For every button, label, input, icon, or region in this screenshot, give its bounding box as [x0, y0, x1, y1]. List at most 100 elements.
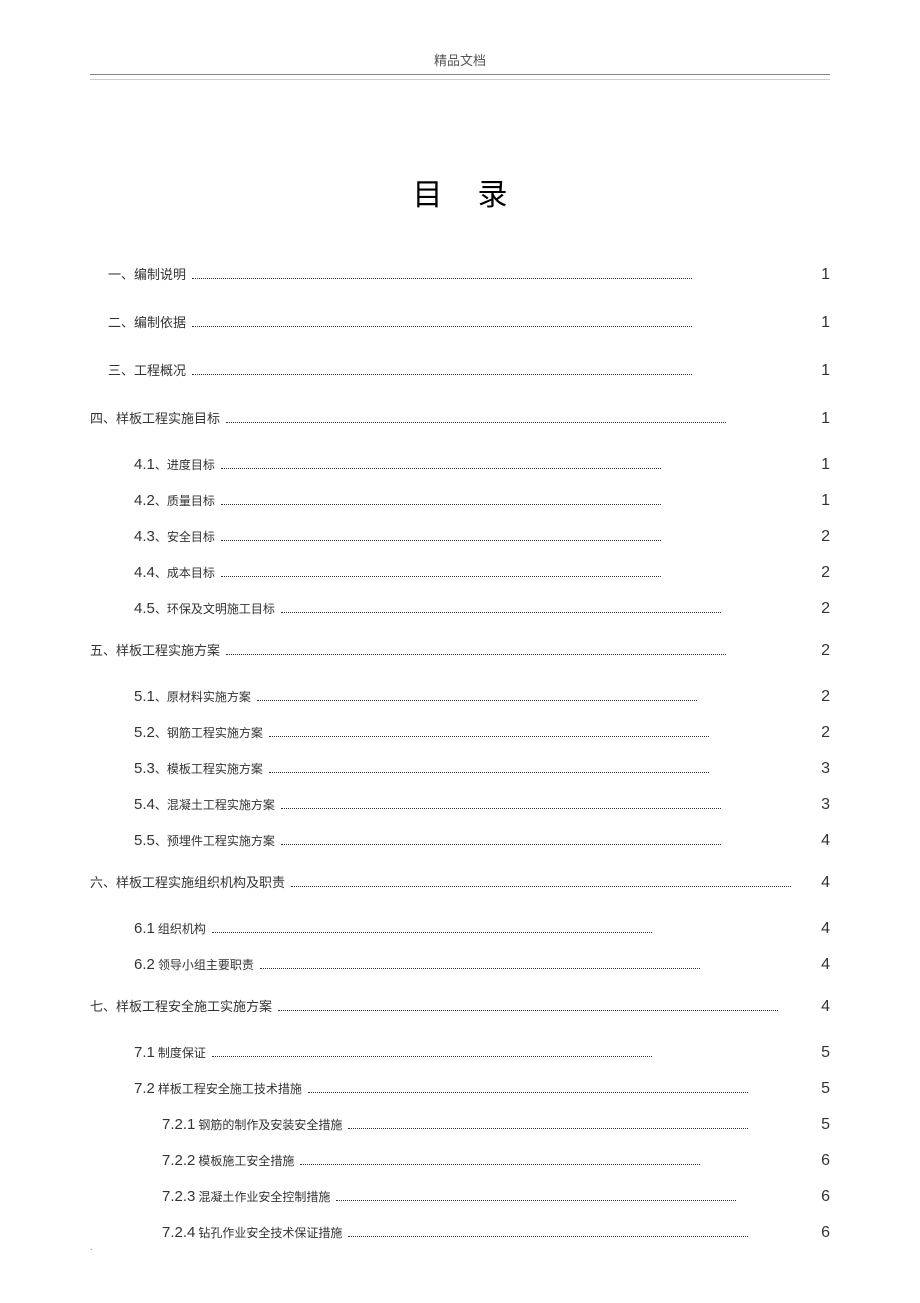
toc-page-number: 4	[810, 998, 830, 1016]
section-number: 7.2.1	[162, 1116, 195, 1133]
toc-leader-dots	[221, 468, 661, 469]
toc-entry: 5.1、原材料实施方案 2	[90, 688, 830, 706]
section-number: 7.2	[134, 1080, 155, 1097]
toc-title: 目录	[90, 170, 830, 214]
section-number: 6.1	[134, 920, 155, 937]
toc-label: 二、编制依据	[108, 312, 186, 332]
toc-page-number: 2	[810, 688, 830, 706]
section-text: 模板施工安全措施	[195, 1154, 294, 1168]
toc-entry: 7.2.1 钢筋的制作及安装安全措施5	[90, 1116, 830, 1134]
toc-label: 5.4、混凝土工程实施方案	[134, 796, 275, 814]
toc-label: 5.1、原材料实施方案	[134, 688, 251, 706]
section-text: 、模板工程实施方案	[155, 762, 263, 776]
section-text: 、成本目标	[155, 566, 215, 580]
section-number: 5.1	[134, 688, 155, 705]
toc-entry: 7.2.4 钻孔作业安全技术保证措施 6	[90, 1224, 830, 1242]
section-number: 7.2.4	[162, 1224, 195, 1241]
toc-page-number: 2	[810, 642, 830, 660]
toc-entry: 5.4、混凝土工程实施方案3	[90, 796, 830, 814]
toc-leader-dots	[269, 736, 709, 737]
toc-page-number: 6	[810, 1224, 830, 1242]
footer-mark: .	[90, 1242, 93, 1253]
toc-entry: 二、编制依据 1	[90, 312, 830, 332]
section-number: 4.2	[134, 492, 155, 509]
toc-entry: 6.2 领导小组主要职责4	[90, 956, 830, 974]
toc-entry: 5.2、钢筋工程实施方案2	[90, 724, 830, 742]
toc-label: 5.5、预埋件工程实施方案	[134, 832, 275, 850]
section-number: 4.3	[134, 528, 155, 545]
toc-leader-dots	[269, 772, 709, 773]
toc-page-number: 1	[810, 266, 830, 284]
toc-entry: 五、样板工程实施方案 2	[90, 640, 830, 660]
toc-entry: 4.5、环保及文明施工目标2	[90, 600, 830, 618]
toc-label: 五、样板工程实施方案	[90, 640, 220, 660]
section-text: 领导小组主要职责	[155, 958, 254, 972]
toc-label: 6.2 领导小组主要职责	[134, 956, 254, 974]
section-text: 六、样板工程实施组织机构及职责	[90, 875, 285, 890]
toc-label: 6.1 组织机构	[134, 920, 206, 938]
section-text: 七、样板工程安全施工实施方案	[90, 999, 272, 1014]
toc-leader-dots	[348, 1128, 748, 1129]
toc-label: 六、样板工程实施组织机构及职责	[90, 872, 285, 892]
toc-page-number: 4	[810, 874, 830, 892]
toc-entry: 7.2.3 混凝土作业安全控制措施 6	[90, 1188, 830, 1206]
toc-entry: 4.1、进度目标1	[90, 456, 830, 474]
toc-leader-dots	[212, 932, 652, 933]
section-number: 7.2.2	[162, 1152, 195, 1169]
toc-page-number: 4	[810, 832, 830, 850]
toc-entry: 5.3、模板工程实施方案 3	[90, 760, 830, 778]
section-number: 5.3	[134, 760, 155, 777]
toc-leader-dots	[192, 278, 692, 279]
section-text: 、混凝土工程实施方案	[155, 798, 275, 812]
toc-leader-dots	[260, 968, 700, 969]
toc-label: 5.3、模板工程实施方案	[134, 760, 263, 778]
toc-entry: 一、编制说明 1	[90, 264, 830, 284]
section-text: 钻孔作业安全技术保证措施	[195, 1226, 342, 1240]
toc-label: 7.2.1 钢筋的制作及安装安全措施	[162, 1116, 342, 1134]
toc-entry: 4.4、成本目标 2	[90, 564, 830, 582]
toc-leader-dots	[221, 576, 661, 577]
toc-leader-dots	[226, 422, 726, 423]
toc-entry: 7.2 样板工程安全施工技术措施5	[90, 1080, 830, 1098]
section-text: 二、编制依据	[108, 315, 186, 330]
toc-leader-dots	[336, 1200, 736, 1201]
toc-leader-dots	[281, 844, 721, 845]
toc-leader-dots	[212, 1056, 652, 1057]
toc-label: 7.2.2 模板施工安全措施	[162, 1152, 294, 1170]
toc-page-number: 1	[810, 314, 830, 332]
toc-page-number: 6	[810, 1188, 830, 1206]
document-page: 精品文档 目录 一、编制说明 1 二、编制依据 1 三、工程概况1 四、样板工程实施目标 1…	[0, 0, 920, 1303]
table-of-contents: 一、编制说明 1 二、编制依据 1 三、工程概况1 四、样板工程实施目标 1 4.1、进度目标…	[90, 264, 830, 1242]
toc-page-number: 1	[810, 492, 830, 510]
toc-entry: 七、样板工程安全施工实施方案 4	[90, 996, 830, 1016]
toc-entry: 三、工程概况1	[90, 360, 830, 380]
section-text: 、进度目标	[155, 458, 215, 472]
toc-leader-dots	[192, 374, 692, 375]
section-number: 7.1	[134, 1044, 155, 1061]
toc-page-number: 2	[810, 564, 830, 582]
toc-leader-dots	[291, 886, 791, 887]
section-number: 4.4	[134, 564, 155, 581]
toc-entry: 4.3、安全目标2	[90, 528, 830, 546]
toc-leader-dots	[221, 540, 661, 541]
section-number: 4.1	[134, 456, 155, 473]
toc-page-number: 3	[810, 760, 830, 778]
toc-label: 四、样板工程实施目标	[90, 408, 220, 428]
toc-entry: 六、样板工程实施组织机构及职责 4	[90, 872, 830, 892]
toc-leader-dots	[281, 808, 721, 809]
section-text: 五、样板工程实施方案	[90, 643, 220, 658]
section-number: 5.2	[134, 724, 155, 741]
toc-entry: 6.1 组织机构4	[90, 920, 830, 938]
toc-label: 7.2.3 混凝土作业安全控制措施	[162, 1188, 330, 1206]
toc-label: 一、编制说明	[108, 264, 186, 284]
toc-leader-dots	[226, 654, 726, 655]
section-number: 6.2	[134, 956, 155, 973]
section-text: 、质量目标	[155, 494, 215, 508]
toc-page-number: 6	[810, 1152, 830, 1170]
toc-label: 4.2、质量目标	[134, 492, 215, 510]
toc-page-number: 5	[810, 1044, 830, 1062]
page-header: 精品文档	[90, 50, 830, 75]
section-text: 钢筋的制作及安装安全措施	[195, 1118, 342, 1132]
section-number: 5.4	[134, 796, 155, 813]
toc-page-number: 5	[810, 1080, 830, 1098]
